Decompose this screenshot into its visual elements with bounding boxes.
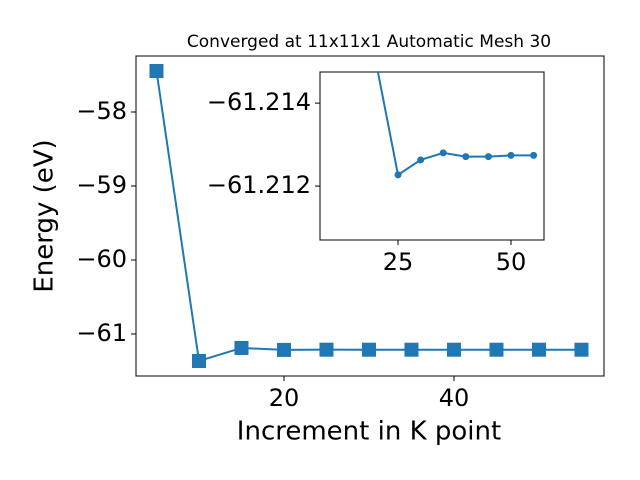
- marker: [530, 151, 538, 159]
- marker: [439, 149, 447, 157]
- marker: [319, 342, 334, 357]
- marker: [191, 353, 206, 368]
- x-tick-label: 40: [439, 384, 470, 412]
- marker: [507, 151, 515, 159]
- y-tick-label: −59: [76, 171, 127, 199]
- chart-title: Converged at 11x11x1 Automatic Mesh 30: [187, 32, 551, 52]
- marker: [276, 342, 291, 357]
- y-tick-label: −58: [76, 97, 127, 125]
- y-tick-label: −60: [76, 245, 127, 273]
- marker: [462, 153, 470, 161]
- x-tick-label: 50: [496, 248, 527, 276]
- y-tick-label: −61.212: [207, 171, 311, 199]
- marker: [234, 340, 249, 355]
- y-tick-label: −61.214: [207, 88, 311, 116]
- marker: [394, 171, 402, 179]
- marker: [489, 342, 504, 357]
- marker: [574, 342, 589, 357]
- marker: [531, 342, 546, 357]
- series-line: [376, 72, 534, 177]
- plot-area: [149, 64, 589, 368]
- marker: [446, 342, 461, 357]
- plot-frame: [319, 71, 545, 241]
- marker: [149, 64, 164, 79]
- marker: [417, 156, 425, 164]
- plot-area: [372, 56, 538, 179]
- marker: [372, 56, 379, 63]
- y-tick-label: −61: [76, 319, 127, 347]
- plot-frame: [135, 55, 605, 377]
- x-tick-label: 25: [383, 248, 414, 276]
- x-tick-label: 20: [269, 384, 300, 412]
- marker: [404, 342, 419, 357]
- x-axis-label: Increment in K point: [237, 417, 501, 447]
- y-axis-label: Energy (eV): [30, 139, 60, 292]
- marker: [484, 153, 492, 161]
- marker: [361, 342, 376, 357]
